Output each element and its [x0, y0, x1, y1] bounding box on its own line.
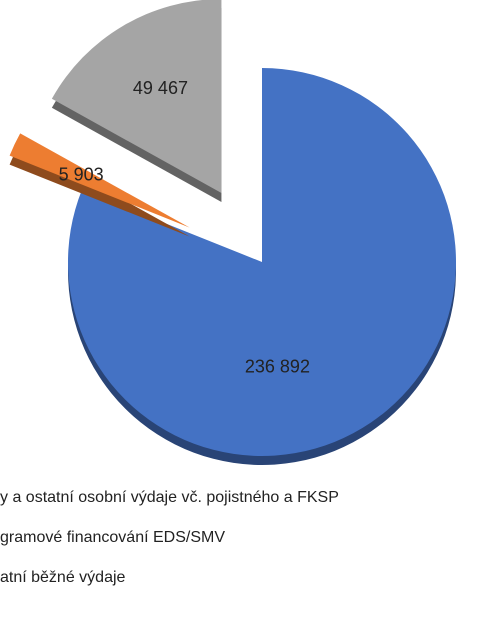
slice — [68, 68, 456, 456]
data-label: 49 467 — [133, 78, 188, 98]
data-labels: 236 892 5 903 49 467 — [59, 78, 310, 376]
pie — [9, 0, 456, 465]
slice — [9, 133, 190, 228]
legend-label: gramové financování EDS/SMV — [0, 529, 225, 546]
legend-label: y a ostatní osobní výdaje vč. pojistného… — [0, 489, 339, 506]
legend: y a ostatní osobní výdaje vč. pojistného… — [0, 489, 339, 586]
slice — [51, 0, 222, 194]
data-label: 236 892 — [245, 356, 310, 376]
legend-label: atní běžné výdaje — [0, 569, 126, 586]
data-label: 5 903 — [59, 165, 104, 185]
